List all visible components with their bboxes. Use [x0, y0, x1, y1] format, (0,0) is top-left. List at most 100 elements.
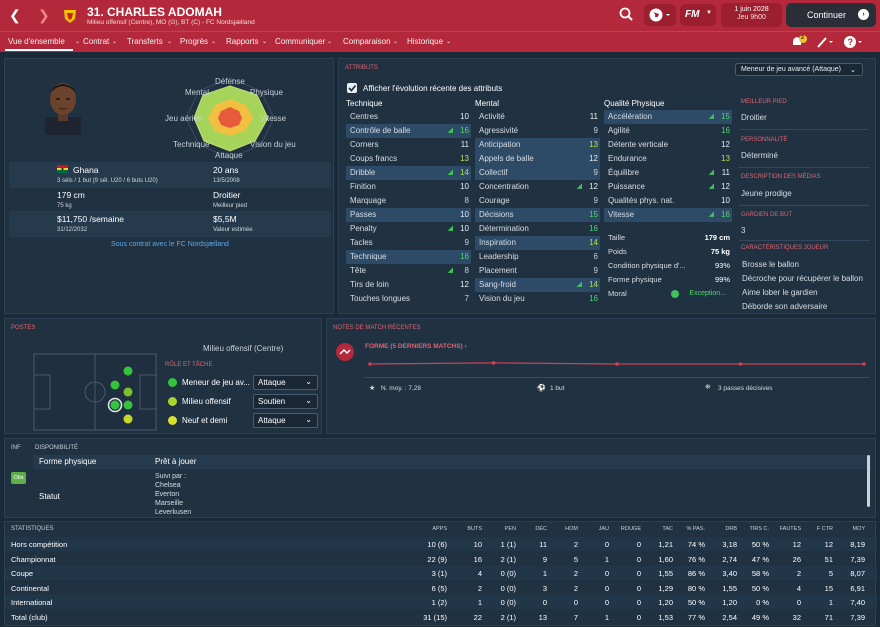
- tab-reports[interactable]: Rapports: [226, 37, 259, 46]
- attribute-row[interactable]: Détermination 16: [475, 222, 600, 236]
- continue-button[interactable]: Continuer ›: [786, 3, 876, 27]
- role-row[interactable]: Neuf et demi Attaque ⌄: [165, 412, 320, 429]
- duty-value: Attaque: [258, 416, 286, 425]
- attribute-row[interactable]: Endurance 13: [604, 152, 732, 166]
- attribute-row[interactable]: Agressivité 9: [475, 124, 600, 138]
- duty-select[interactable]: Attaque ⌄: [253, 413, 318, 428]
- attribute-row[interactable]: Tête 8 ◢: [346, 264, 471, 278]
- stats-row[interactable]: Continental 6 (5) 2 0 (0) 3 2 0 0 1,29 80 % 1,55 50…: [5, 581, 877, 595]
- physical-extra-row: Condition physique d'... 93%: [604, 259, 732, 273]
- club-item[interactable]: Leverkusen: [155, 509, 192, 516]
- duty-select[interactable]: Attaque ⌄: [253, 375, 318, 390]
- fm-menu-button[interactable]: FM ▼: [680, 4, 716, 26]
- role-select[interactable]: Meneur de jeu avancé (Attaque) ⌄: [735, 63, 863, 76]
- stats-column-header[interactable]: PEN: [504, 526, 516, 532]
- form-point[interactable]: [615, 362, 619, 366]
- club-item[interactable]: Everton: [155, 491, 180, 498]
- date-display[interactable]: 1 juin 2028 Jeu 9h00: [721, 3, 782, 27]
- tab-progress[interactable]: Progrès: [180, 37, 209, 46]
- attribute-row[interactable]: Activité 11: [475, 110, 600, 124]
- stats-column-header[interactable]: DRB: [725, 526, 737, 532]
- attribute-row[interactable]: Concentration 12 ◢: [475, 180, 600, 194]
- stats-column-header[interactable]: JAU: [598, 526, 609, 532]
- stats-row[interactable]: Total (club) 31 (15) 22 2 (1) 13 7 1 0 1,53 77 % 2…: [5, 610, 877, 624]
- stats-column-header[interactable]: FAUTES: [779, 526, 801, 532]
- stats-row[interactable]: Championnat 22 (9) 16 2 (1) 9 5 1 0 1,60 76 % 2,74…: [5, 552, 877, 566]
- stats-column-header[interactable]: APPS: [432, 526, 447, 532]
- forward-icon[interactable]: ❯: [38, 7, 50, 23]
- trend-up-icon: ◢: [708, 211, 714, 218]
- stats-column-header[interactable]: DÉC: [535, 526, 547, 532]
- tab-transfers[interactable]: Transferts: [127, 37, 163, 46]
- stats-column-header[interactable]: TAC: [662, 526, 673, 532]
- attribute-row[interactable]: Équilibre 11 ◢: [604, 166, 732, 180]
- tab-history[interactable]: Historique: [407, 37, 444, 46]
- attribute-row[interactable]: Tacles 9: [346, 236, 471, 250]
- attribute-row[interactable]: Penalty 10 ◢: [346, 222, 471, 236]
- attribute-row[interactable]: Collectif 9: [475, 166, 600, 180]
- edit-icon[interactable]: [816, 35, 834, 49]
- stats-row[interactable]: Coupe 3 (1) 4 0 (0) 1 2 0 0 1,55 86 % 3,40 58 % 2 5 8,…: [5, 566, 877, 581]
- attribute-row[interactable]: Accélération 15 ◢: [604, 110, 732, 124]
- role-row[interactable]: Meneur de jeu av... Attaque ⌄: [165, 374, 320, 391]
- attribute-row[interactable]: Technique 16: [346, 250, 471, 264]
- attribute-row[interactable]: Leadership 6: [475, 250, 600, 264]
- stats-row[interactable]: International 1 (2) 1 0 (0) 0 0 0 0 1,20 50 % 1,20…: [5, 595, 877, 610]
- attribute-row[interactable]: Corners 11: [346, 138, 471, 152]
- stats-row[interactable]: Hors compétition 10 (6) 10 1 (1) 11 2 0 0 1,21 74…: [5, 537, 877, 551]
- notification-icon[interactable]: 2: [791, 35, 807, 49]
- attribute-row[interactable]: Tirs de loin 12: [346, 278, 471, 292]
- search-icon[interactable]: [619, 7, 633, 21]
- scrollbar[interactable]: [867, 455, 870, 507]
- form-point[interactable]: [862, 362, 866, 366]
- attribute-row[interactable]: Centres 10: [346, 110, 471, 124]
- attribute-row[interactable]: Dribble 14 ◢: [346, 166, 471, 180]
- tab-overview[interactable]: Vue d'ensemble: [8, 37, 65, 46]
- stats-column-header[interactable]: ROUGE: [620, 526, 641, 532]
- attribute-row[interactable]: Appels de balle 12: [475, 152, 600, 166]
- duty-select[interactable]: Soutien ⌄: [253, 394, 318, 409]
- form-point[interactable]: [491, 361, 496, 365]
- attribute-row[interactable]: Contrôle de balle 16 ◢: [346, 124, 471, 138]
- club-item[interactable]: Chelsea: [155, 482, 181, 489]
- tab-communicate[interactable]: Communiquer: [275, 37, 326, 46]
- stats-cell: 0 %: [756, 598, 769, 608]
- attribute-row[interactable]: Inspiration 14: [475, 236, 600, 250]
- club-item[interactable]: Marseille: [155, 500, 184, 507]
- stats-column-header[interactable]: MOY: [852, 526, 865, 532]
- attribute-row[interactable]: Détente verticale 12: [604, 138, 732, 152]
- stats-column-header[interactable]: % PAS.: [686, 526, 705, 532]
- tab-comparison[interactable]: Comparaison: [343, 37, 391, 46]
- attribute-row[interactable]: Anticipation 13: [475, 138, 600, 152]
- back-icon[interactable]: ❮: [9, 7, 21, 23]
- attribute-row[interactable]: Placement 9: [475, 264, 600, 278]
- obs-badge[interactable]: Obs: [11, 472, 26, 484]
- tab-contract[interactable]: Contrat: [83, 37, 110, 46]
- attribute-row[interactable]: Qualités phys. nat. 10: [604, 194, 732, 208]
- stats-column-header[interactable]: TIRS C.: [749, 526, 769, 532]
- attribute-row[interactable]: Vitesse 16 ◢: [604, 208, 732, 222]
- attribute-row[interactable]: Vision du jeu 16: [475, 292, 600, 306]
- nationality[interactable]: Ghana: [73, 165, 99, 175]
- attribute-row[interactable]: Décisions 15: [475, 208, 600, 222]
- attribute-row[interactable]: Coups francs 13: [346, 152, 471, 166]
- form-point[interactable]: [738, 362, 743, 366]
- attribute-row[interactable]: Finition 10: [346, 180, 471, 194]
- attribute-row[interactable]: Marquage 8: [346, 194, 471, 208]
- form-link[interactable]: FORME (5 DERNIERS MATCHS) ›: [365, 343, 467, 350]
- contract-status-link[interactable]: Sous contrat avec le FC Nordsjælland: [111, 241, 229, 248]
- evolution-checkbox[interactable]: [347, 83, 357, 93]
- stats-column-header[interactable]: F CTR: [816, 526, 833, 532]
- attribute-row[interactable]: Puissance 12 ◢: [604, 180, 732, 194]
- attribute-row[interactable]: Courage 9: [475, 194, 600, 208]
- attribute-row[interactable]: Sang-froid 14 ◢: [475, 278, 600, 292]
- stats-column-header[interactable]: HOM: [565, 526, 578, 532]
- stats-column-header[interactable]: BUTS: [467, 526, 482, 532]
- attribute-row[interactable]: Agilité 16: [604, 124, 732, 138]
- form-point[interactable]: [368, 362, 372, 366]
- world-button[interactable]: [644, 4, 676, 26]
- help-icon[interactable]: ?: [843, 35, 865, 49]
- role-row[interactable]: Milieu offensif Soutien ⌄: [165, 393, 320, 410]
- attribute-row[interactable]: Passes 10: [346, 208, 471, 222]
- attribute-row[interactable]: Touches longues 7: [346, 292, 471, 306]
